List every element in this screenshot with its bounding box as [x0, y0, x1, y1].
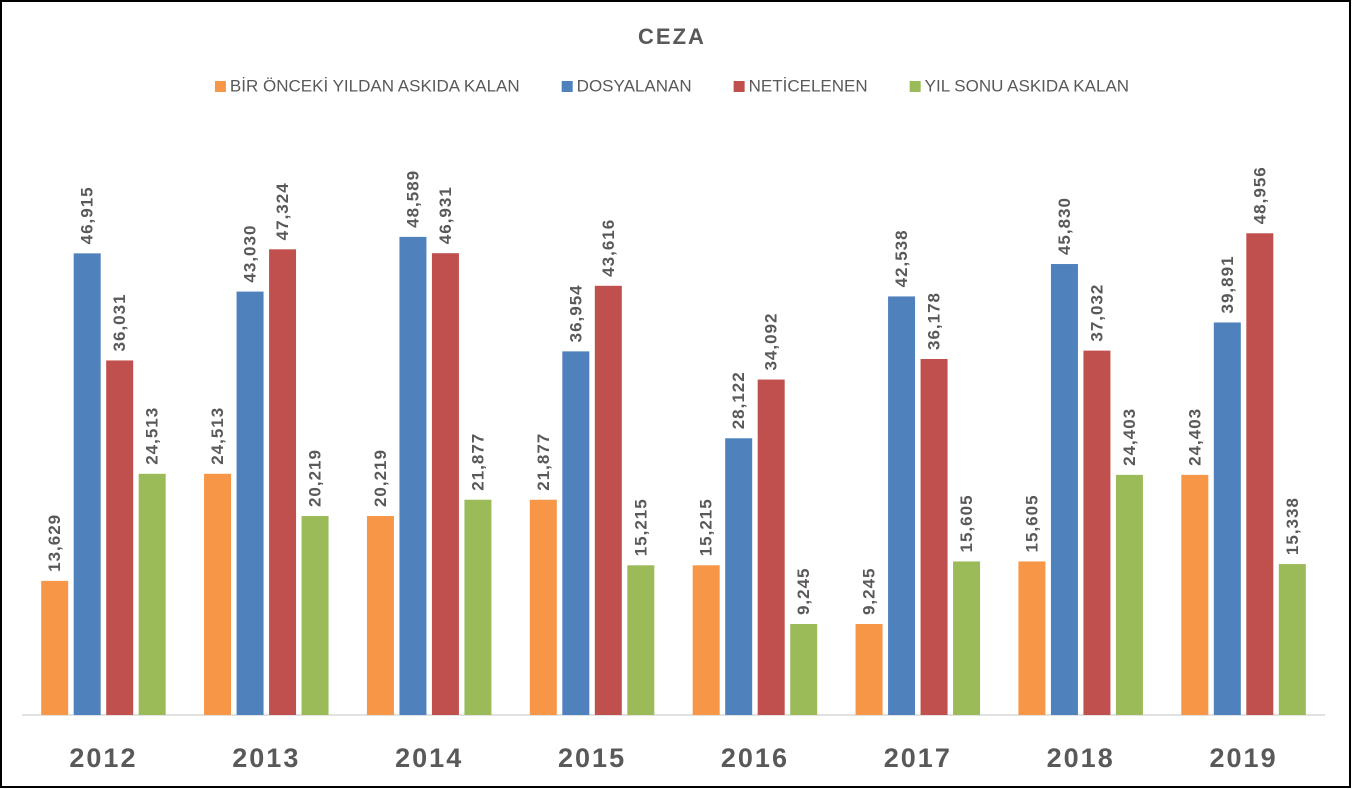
- bar: [366, 516, 394, 715]
- bar: [757, 379, 785, 715]
- data-label: 24,513: [208, 407, 227, 465]
- legend-label: NETİCELENEN: [749, 76, 868, 95]
- data-label: 24,513: [143, 407, 162, 465]
- x-tick-label: 2013: [232, 743, 300, 773]
- legend-label: DOSYALANAN: [577, 76, 692, 95]
- data-label: 15,215: [697, 498, 716, 556]
- data-label: 43,030: [241, 225, 260, 283]
- data-label: 13,629: [45, 514, 64, 572]
- bar: [855, 624, 883, 715]
- bar: [236, 291, 264, 715]
- x-tick-label: 2019: [1210, 743, 1278, 773]
- bar: [399, 236, 427, 715]
- legend-swatch: [561, 81, 573, 92]
- bar: [1278, 564, 1306, 715]
- bar: [204, 473, 232, 715]
- data-label: 15,605: [957, 494, 976, 552]
- bar: [562, 351, 590, 715]
- x-tick-label: 2015: [558, 743, 626, 773]
- x-tick-label: 2014: [395, 743, 463, 773]
- bar: [73, 253, 101, 716]
- data-label: 48,956: [1250, 166, 1269, 224]
- bar: [529, 499, 557, 715]
- data-label: 15,605: [1022, 494, 1041, 552]
- data-label: 47,324: [273, 182, 292, 240]
- bar: [1050, 264, 1078, 715]
- legend-label: BİR ÖNCEKİ YILDAN ASKIDA KALAN: [230, 76, 520, 95]
- bar: [953, 561, 981, 715]
- data-label: 46,931: [436, 186, 455, 244]
- bar: [269, 249, 297, 715]
- bar: [431, 253, 459, 715]
- data-label: 45,830: [1055, 197, 1074, 255]
- data-label: 36,178: [925, 292, 944, 350]
- data-label: 37,032: [1087, 284, 1106, 342]
- bar: [1246, 233, 1274, 716]
- data-label: 24,403: [1185, 408, 1204, 466]
- data-label: 21,877: [468, 433, 487, 491]
- data-label: 48,589: [403, 170, 422, 228]
- legend-swatch: [733, 81, 745, 92]
- x-tick-label: 2017: [884, 743, 952, 773]
- bar: [41, 580, 69, 715]
- bar: [464, 499, 492, 715]
- bar: [138, 473, 166, 715]
- data-label: 15,338: [1283, 497, 1302, 555]
- legend-swatch: [909, 81, 921, 92]
- data-label: 21,877: [534, 433, 553, 491]
- data-label: 36,031: [110, 293, 129, 351]
- x-tick-label: 2012: [69, 743, 137, 773]
- bar: [627, 565, 655, 715]
- bar: [1083, 350, 1111, 715]
- chart-title: CEZA: [638, 24, 706, 49]
- bar: [594, 285, 622, 715]
- data-label: 39,891: [1218, 255, 1237, 313]
- bar: [790, 624, 818, 715]
- bar: [920, 359, 948, 715]
- data-label: 9,245: [794, 567, 813, 615]
- bar: [1213, 322, 1241, 715]
- bar: [1018, 561, 1046, 715]
- x-tick-label: 2016: [721, 743, 789, 773]
- data-label: 20,219: [306, 449, 325, 507]
- bar: [106, 360, 134, 715]
- data-label: 34,092: [762, 313, 781, 371]
- bar: [725, 438, 753, 715]
- legend-label: YIL SONU ASKIDA KALAN: [925, 76, 1129, 95]
- bar: [692, 565, 720, 715]
- data-label: 20,219: [371, 449, 390, 507]
- data-label: 43,616: [599, 219, 618, 277]
- data-label: 24,403: [1120, 408, 1139, 466]
- data-label: 42,538: [892, 229, 911, 287]
- data-label: 9,245: [860, 567, 879, 615]
- bar: [301, 516, 329, 715]
- bar: [1181, 474, 1209, 715]
- data-label: 36,954: [566, 284, 585, 342]
- x-tick-label: 2018: [1047, 743, 1115, 773]
- legend-swatch: [214, 81, 226, 92]
- bar: [888, 296, 916, 715]
- data-label: 46,915: [78, 186, 97, 244]
- data-label: 28,122: [729, 371, 748, 429]
- data-label: 15,215: [631, 498, 650, 556]
- bar: [1115, 474, 1143, 715]
